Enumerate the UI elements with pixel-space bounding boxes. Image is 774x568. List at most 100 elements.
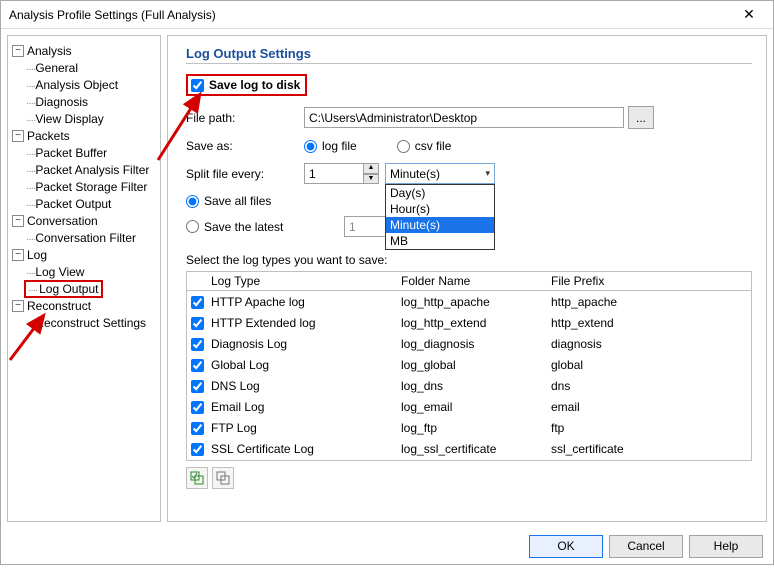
file-path-input[interactable]: [304, 107, 624, 128]
save-all-radio-input[interactable]: [186, 195, 199, 208]
save-all-text: Save all files: [204, 194, 271, 208]
tree-item[interactable]: General: [35, 61, 78, 75]
save-latest-text: Save the latest: [204, 220, 283, 234]
tree-item[interactable]: Conversation Filter: [35, 231, 136, 245]
row-folder: log_global: [401, 358, 551, 372]
row-checkbox[interactable]: [191, 380, 204, 393]
row-folder: log_diagnosis: [401, 337, 551, 351]
table-tools: [186, 467, 752, 489]
save-log-highlight: Save log to disk: [186, 74, 307, 96]
expand-icon[interactable]: −: [12, 300, 24, 312]
nav-tree: −AnalysisGeneralAnalysis ObjectDiagnosis…: [7, 35, 161, 522]
tree-item[interactable]: Diagnosis: [35, 95, 88, 109]
table-row: SSL Certificate Loglog_ssl_certificatess…: [187, 438, 751, 459]
tree-group[interactable]: Log: [27, 248, 47, 262]
split-unit-selected: Minute(s): [390, 167, 440, 181]
row-checkbox[interactable]: [191, 296, 204, 309]
row-log-type: HTTP Apache log: [211, 295, 401, 309]
dialog-footer: OK Cancel Help: [1, 528, 773, 564]
tree-item-selected[interactable]: Log Output: [24, 280, 103, 298]
save-as-csv-radio-input[interactable]: [397, 140, 410, 153]
save-latest-radio-input[interactable]: [186, 220, 199, 233]
row-prefix: diagnosis: [551, 337, 747, 351]
select-all-icon[interactable]: [186, 467, 208, 489]
tree-group[interactable]: Conversation: [27, 214, 98, 228]
save-as-log-radio[interactable]: log file: [304, 139, 357, 153]
row-checkbox[interactable]: [191, 359, 204, 372]
split-unit-dropdown[interactable]: Minute(s) ▾ Day(s)Hour(s)Minute(s)MB: [385, 163, 495, 184]
dropdown-option[interactable]: Day(s): [386, 185, 494, 201]
split-spin-down[interactable]: ▼: [363, 174, 379, 185]
save-as-csv-radio[interactable]: csv file: [397, 139, 452, 153]
ok-button[interactable]: OK: [529, 535, 603, 558]
row-log-type: SSL Certificate Log: [211, 442, 401, 456]
row-checkbox[interactable]: [191, 338, 204, 351]
close-button[interactable]: ✕: [729, 2, 769, 28]
help-button[interactable]: Help: [689, 535, 763, 558]
row-prefix: ssl_certificate: [551, 442, 747, 456]
section-title: Log Output Settings: [186, 46, 752, 64]
save-log-label: Save log to disk: [209, 78, 300, 92]
save-latest-radio[interactable]: Save the latest: [186, 220, 304, 234]
tree-group[interactable]: Reconstruct: [27, 299, 91, 313]
dropdown-option[interactable]: Hour(s): [386, 201, 494, 217]
tree-item[interactable]: Packet Storage Filter: [35, 180, 147, 194]
settings-panel: Log Output Settings Save log to disk Fil…: [167, 35, 767, 522]
tree-item[interactable]: View Display: [35, 112, 103, 126]
file-path-label: File path:: [186, 111, 304, 125]
split-value-input[interactable]: [304, 163, 364, 184]
row-folder: log_email: [401, 400, 551, 414]
row-checkbox[interactable]: [191, 317, 204, 330]
tree-item[interactable]: Packet Analysis Filter: [35, 163, 149, 177]
row-prefix: http_extend: [551, 316, 747, 330]
row-log-type: Email Log: [211, 400, 401, 414]
col-folder: Folder Name: [401, 274, 551, 288]
expand-icon[interactable]: −: [12, 130, 24, 142]
save-as-log-text: log file: [322, 139, 357, 153]
row-prefix: dns: [551, 379, 747, 393]
tree-item[interactable]: Packet Buffer: [35, 146, 107, 160]
row-prefix: ftp: [551, 421, 747, 435]
table-caption: Select the log types you want to save:: [186, 253, 752, 267]
expand-icon[interactable]: −: [12, 249, 24, 261]
save-as-log-radio-input[interactable]: [304, 140, 317, 153]
tree-group[interactable]: Analysis: [27, 44, 72, 58]
save-as-label: Save as:: [186, 139, 304, 153]
save-log-checkbox[interactable]: [191, 79, 204, 92]
table-row: FTP Loglog_ftpftp: [187, 417, 751, 438]
table-header: Log Type Folder Name File Prefix: [187, 272, 751, 291]
row-log-type: DNS Log: [211, 379, 401, 393]
chevron-down-icon: ▾: [485, 168, 490, 179]
row-log-type: Diagnosis Log: [211, 337, 401, 351]
row-checkbox[interactable]: [191, 401, 204, 414]
expand-icon[interactable]: −: [12, 45, 24, 57]
tree-item[interactable]: Reconstruct Settings: [35, 316, 146, 330]
log-type-table: Log Type Folder Name File Prefix HTTP Ap…: [186, 271, 752, 461]
split-spin-up[interactable]: ▲: [363, 163, 379, 174]
row-prefix: global: [551, 358, 747, 372]
window-title: Analysis Profile Settings (Full Analysis…: [9, 8, 729, 22]
table-row: Email Loglog_emailemail: [187, 396, 751, 417]
browse-button[interactable]: ...: [628, 106, 654, 129]
row-prefix: http_apache: [551, 295, 747, 309]
tree-group[interactable]: Packets: [27, 129, 70, 143]
row-checkbox[interactable]: [191, 422, 204, 435]
save-all-radio[interactable]: Save all files: [186, 194, 304, 208]
row-log-type: HTTP Extended log: [211, 316, 401, 330]
dropdown-option[interactable]: Minute(s): [386, 217, 494, 233]
dialog-body: −AnalysisGeneralAnalysis ObjectDiagnosis…: [1, 29, 773, 528]
tree-item[interactable]: Packet Output: [35, 197, 111, 211]
row-checkbox[interactable]: [191, 443, 204, 456]
table-row: HTTP Extended loglog_http_extendhttp_ext…: [187, 312, 751, 333]
tree-item[interactable]: Log View: [35, 265, 84, 279]
dropdown-option[interactable]: MB: [386, 233, 494, 249]
row-log-type: Global Log: [211, 358, 401, 372]
save-as-csv-text: csv file: [415, 139, 452, 153]
tree-item[interactable]: Analysis Object: [35, 78, 118, 92]
expand-icon[interactable]: −: [12, 215, 24, 227]
cancel-button[interactable]: Cancel: [609, 535, 683, 558]
dialog-window: Analysis Profile Settings (Full Analysis…: [0, 0, 774, 565]
deselect-all-icon[interactable]: [212, 467, 234, 489]
row-folder: log_ssl_certificate: [401, 442, 551, 456]
table-row: HTTP Apache loglog_http_apachehttp_apach…: [187, 291, 751, 312]
